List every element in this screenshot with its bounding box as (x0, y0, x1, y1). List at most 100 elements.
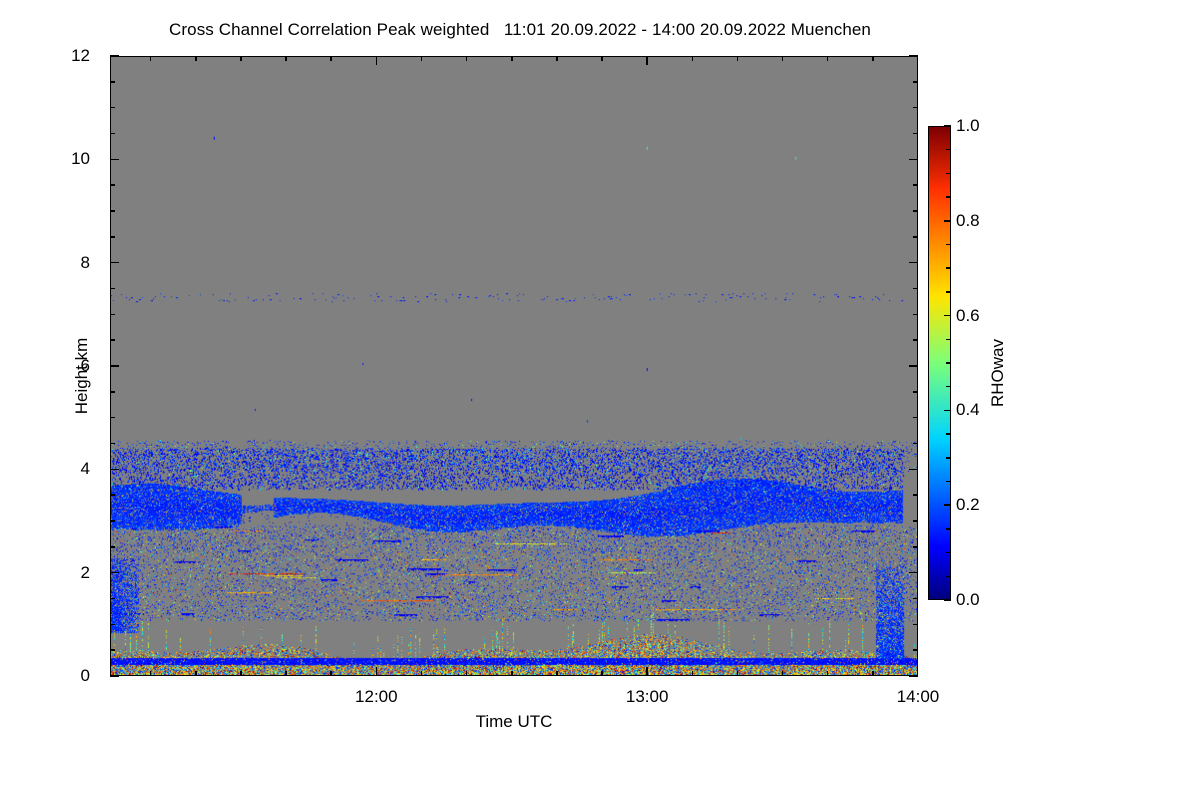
y-tick (909, 55, 918, 57)
colorbar-tick-label: 0.4 (956, 400, 980, 420)
colorbar-tick (944, 409, 951, 412)
x-tick (240, 56, 242, 61)
y-tick (913, 339, 918, 341)
x-tick (330, 671, 332, 676)
colorbar-tick (944, 125, 951, 127)
y-tick (110, 623, 115, 626)
x-tick (646, 667, 648, 676)
x-tick (646, 56, 648, 65)
heatmap-canvas (111, 57, 917, 675)
x-tick (511, 671, 513, 676)
y-tick (110, 261, 119, 264)
colorbar-tick-label: 0.0 (956, 590, 980, 609)
y-tick-label: 0 (80, 666, 90, 685)
colorbar-tick (946, 433, 951, 435)
y-tick (913, 649, 918, 651)
colorbar-tick (946, 528, 951, 530)
x-tick (511, 56, 513, 61)
colorbar-tick (946, 551, 951, 554)
y-tick (110, 571, 119, 574)
y-tick (913, 623, 918, 626)
x-tick (556, 56, 558, 61)
y-tick (909, 571, 918, 574)
y-tick (110, 339, 115, 341)
x-tick (285, 56, 287, 61)
x-tick (420, 56, 423, 61)
x-tick (736, 671, 739, 676)
x-tick (556, 671, 558, 676)
colorbar-tick-label: 0.8 (956, 210, 980, 230)
colorbar-tick (946, 362, 951, 364)
y-tick (909, 158, 918, 161)
y-tick (913, 597, 918, 600)
y-tick-label: 4 (80, 459, 90, 479)
y-tick (110, 210, 115, 212)
colorbar-tick (946, 480, 951, 483)
colorbar-tick (944, 504, 951, 506)
colorbar-tick (946, 385, 951, 388)
x-tick (330, 56, 332, 61)
x-tick (195, 56, 197, 61)
colorbar-tick (946, 172, 951, 175)
x-tick (872, 56, 874, 61)
y-tick (913, 313, 918, 316)
colorbar-tick-label: 0.2 (956, 495, 980, 515)
y-tick (913, 416, 918, 419)
y-tick (913, 132, 918, 135)
y-tick (909, 675, 918, 677)
y-tick (110, 442, 115, 445)
colorbar-tick (944, 220, 951, 222)
colorbar-tick (946, 338, 951, 341)
colorbar-tick-label: 0.6 (956, 305, 980, 325)
colorbar-tick (946, 243, 951, 246)
y-tick-label: 8 (80, 252, 90, 272)
y-tick (110, 287, 115, 290)
y-tick (110, 158, 119, 161)
y-tick (913, 442, 918, 445)
y-tick (913, 520, 918, 522)
y-tick (909, 468, 918, 471)
x-tick (736, 56, 739, 61)
y-tick (110, 468, 119, 471)
y-tick (913, 546, 918, 548)
y-tick (110, 236, 115, 238)
y-tick (110, 675, 119, 677)
y-tick (110, 546, 115, 548)
x-tick (781, 56, 784, 61)
colorbar-tick (944, 599, 951, 601)
x-tick (149, 56, 152, 61)
y-tick (913, 391, 918, 393)
y-tick (913, 106, 918, 109)
y-tick (913, 81, 918, 83)
y-tick-label: 10 (71, 149, 90, 169)
x-tick-label: 12:00 (355, 687, 398, 706)
y-tick (913, 494, 918, 496)
y-tick (110, 391, 115, 393)
x-tick (872, 671, 874, 676)
colorbar-tick (946, 291, 951, 293)
colorbar-tick (946, 267, 951, 269)
colorbar-tick-label: 1.0 (956, 116, 980, 135)
y-tick (110, 649, 115, 651)
y-tick (913, 184, 918, 186)
x-tick (149, 671, 152, 676)
y-tick (110, 365, 119, 367)
y-axis-title: Height km (72, 337, 91, 415)
x-tick (375, 667, 378, 676)
x-tick (601, 671, 603, 676)
x-tick-label: 14:00 (896, 687, 940, 706)
x-tick (826, 671, 829, 676)
x-tick (601, 56, 603, 61)
y-tick (110, 55, 119, 57)
y-tick (110, 184, 115, 186)
colorbar-tick (946, 148, 951, 151)
y-tick (110, 313, 115, 316)
x-tick (826, 56, 829, 61)
y-tick (110, 81, 115, 83)
y-tick (909, 365, 918, 367)
x-tick (285, 671, 287, 676)
x-tick (465, 56, 468, 61)
colorbar-title: RHOwav (988, 339, 1007, 408)
x-axis-title: Time UTC (475, 712, 553, 731)
